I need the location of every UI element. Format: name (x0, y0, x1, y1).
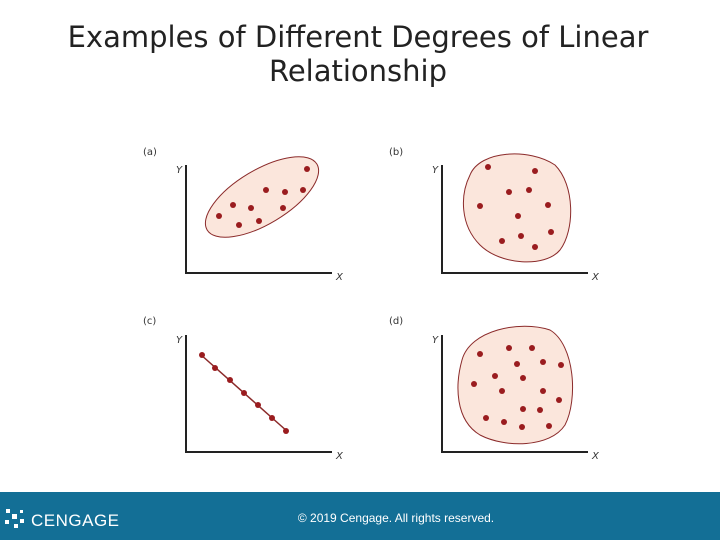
panel-label: (a) (143, 147, 157, 158)
scatter-dot (526, 187, 532, 193)
scatter-dot (501, 419, 507, 425)
scatter-dot (532, 168, 538, 174)
scatter-dot (558, 362, 564, 368)
scatter-dot (545, 202, 551, 208)
scatter-blob (462, 153, 572, 263)
scatter-dot (540, 359, 546, 365)
scatter-dot (520, 406, 526, 412)
scatter-dot (241, 390, 247, 396)
y-axis-label: Y (432, 335, 439, 346)
scatter-dot (304, 166, 310, 172)
slide-title: Examples of Different Degrees of Linear R… (68, 20, 649, 88)
x-axis-label: X (335, 272, 344, 283)
scatter-dot (529, 345, 535, 351)
x-axis-label: X (591, 272, 600, 283)
copyright: © 2019 Cengage. All rights reserved. (298, 511, 494, 525)
scatter-dot (485, 164, 491, 170)
panel-label: (b) (389, 147, 403, 158)
scatter-dot (499, 388, 505, 394)
scatter-dot (255, 402, 261, 408)
scatter-dot (546, 423, 552, 429)
footer-bar (0, 492, 720, 540)
scatter-dot (514, 361, 520, 367)
scatter-dot (230, 202, 236, 208)
y-axis-label: Y (176, 165, 183, 176)
scatter-dot (236, 222, 242, 228)
title-text: Examples of Different Degrees of Linear (68, 20, 649, 54)
scatter-dot (506, 345, 512, 351)
scatter-dot (263, 187, 269, 193)
scatter-dot (540, 388, 546, 394)
scatter-dot (256, 218, 262, 224)
title-text: Relationship (269, 54, 447, 88)
scatter-dot (492, 373, 498, 379)
axes (185, 165, 332, 274)
scatter-dot (506, 189, 512, 195)
scatter-dot (212, 365, 218, 371)
scatter-dot (518, 233, 524, 239)
y-axis-label: Y (432, 165, 439, 176)
scatter-dot (282, 189, 288, 195)
axes (441, 335, 588, 453)
scatter-dot (520, 375, 526, 381)
x-axis-label: X (591, 451, 600, 462)
scatter-dot (537, 407, 543, 413)
panel-label: (c) (143, 316, 156, 327)
scatter-dot (499, 238, 505, 244)
scatter-dot (199, 352, 205, 358)
scatter-dot (477, 351, 483, 357)
scatter-dot (227, 377, 233, 383)
logo-text: CENGAGE (31, 511, 120, 530)
scatter-dot (216, 213, 222, 219)
scatter-dot (519, 424, 525, 430)
scatter-dot (269, 415, 275, 421)
panels: (a) Y X (b) Y X (c) Y X (d) Y X (143, 147, 600, 462)
logo-icon (5, 509, 24, 528)
scatter-dot (248, 205, 254, 211)
scatter-dot (483, 415, 489, 421)
scatter-dot (556, 397, 562, 403)
scatter-blob (457, 325, 574, 445)
scatter-dot (548, 229, 554, 235)
scatter-dot (471, 381, 477, 387)
scatter-dot (532, 244, 538, 250)
y-axis-label: Y (176, 335, 183, 346)
scatter-blob (204, 156, 320, 238)
scatter-dot (477, 203, 483, 209)
scatter-dot (280, 205, 286, 211)
scatter-dot (515, 213, 521, 219)
x-axis-label: X (335, 451, 344, 462)
panel-label: (d) (389, 316, 403, 327)
axes (185, 335, 332, 453)
scatter-dot (283, 428, 289, 434)
axes (441, 165, 588, 274)
scatter-dot (300, 187, 306, 193)
